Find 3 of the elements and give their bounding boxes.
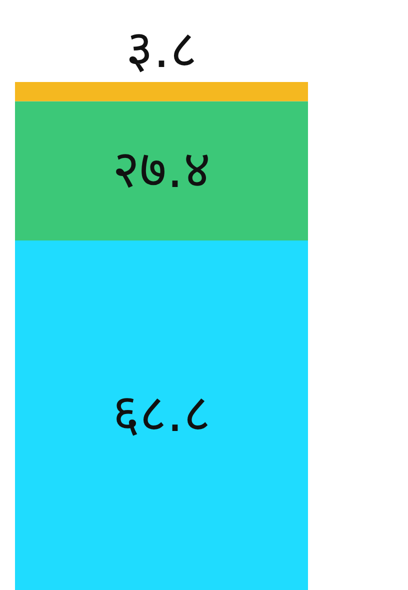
- data-label: २७.४: [112, 140, 210, 200]
- data-label: ३.८: [126, 20, 197, 80]
- data-label: ६८.८: [112, 384, 210, 444]
